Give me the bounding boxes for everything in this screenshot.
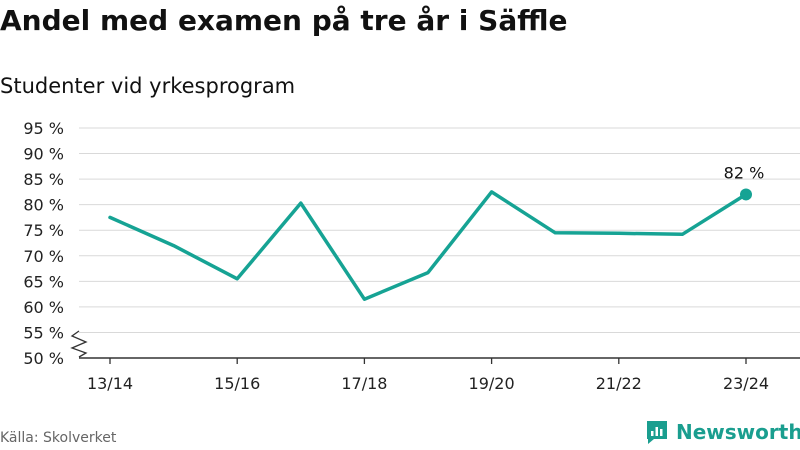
- brand-name: Newsworthy: [676, 420, 800, 444]
- y-tick-label: 95 %: [23, 119, 64, 138]
- x-tick-label: 23/24: [723, 374, 769, 393]
- y-tick-label: 80 %: [23, 196, 64, 215]
- chart-subtitle: Studenter vid yrkesprogram: [0, 74, 296, 98]
- x-tick-label: 19/20: [469, 374, 515, 393]
- y-tick-label: 75 %: [23, 221, 64, 240]
- x-tick-label: 17/18: [341, 374, 387, 393]
- x-tick-label: 13/14: [87, 374, 133, 393]
- axis-break-icon: [70, 330, 88, 358]
- source-note: Källa: Skolverket: [0, 430, 117, 446]
- line-chart: 50 % 55 % 60 % 65 % 70 % 75 % 80 % 85 % 90 % 95 %…: [23, 119, 800, 393]
- y-tick-label: 55 %: [23, 323, 64, 342]
- brand-logo: Newsworthy: [644, 419, 800, 445]
- y-tick-label: 70 %: [23, 247, 64, 266]
- y-tick-label: 60 %: [23, 298, 64, 317]
- x-tick-label: 21/22: [596, 374, 642, 393]
- newsworthy-logo-icon: [647, 421, 667, 444]
- y-tick-label: 85 %: [23, 170, 64, 189]
- chart-title: Andel med examen på tre år i Säffle: [0, 4, 568, 37]
- y-tick-label: 50 %: [23, 349, 64, 368]
- y-tick-label: 90 %: [23, 145, 64, 164]
- data-label: 82 %: [724, 163, 765, 182]
- x-tick-label: 15/16: [214, 374, 260, 393]
- y-tick-label: 65 %: [23, 272, 64, 291]
- last-data-point: [740, 188, 752, 201]
- series-line: [108, 190, 748, 301]
